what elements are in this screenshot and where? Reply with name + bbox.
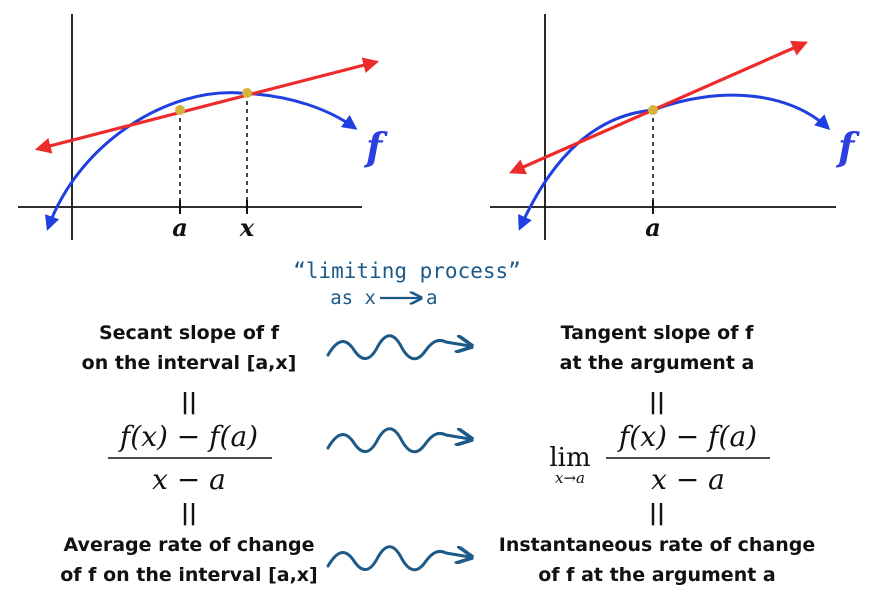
function-label: f: [363, 124, 388, 169]
equals-right-1: ||: [649, 390, 665, 415]
secant-graph: f a x: [18, 14, 388, 242]
as-x-label: as x: [330, 287, 376, 309]
tick-label-x: x: [239, 213, 255, 242]
instantaneous-rate-line1: Instantaneous rate of change: [499, 534, 816, 556]
limit-numerator: f(x) − f(a): [617, 420, 757, 453]
limit-operator: lim: [549, 443, 590, 473]
limit-denominator: x − a: [651, 463, 725, 496]
difference-quotient-denominator: x − a: [152, 463, 226, 496]
equals-right-2: ||: [649, 501, 665, 526]
function-label: f: [835, 124, 860, 169]
limit-subscript: x→a: [555, 469, 585, 487]
tangent-line: [509, 40, 808, 175]
to-a-label: a: [426, 287, 437, 309]
point-a: [648, 105, 658, 115]
limiting-process-label: “limiting process”: [293, 259, 521, 283]
point-a: [175, 105, 185, 115]
secant-line: [34, 57, 380, 154]
row-formulas: f(x) − f(a) x − a lim x→a f(x) − f(a) x …: [108, 420, 770, 496]
limiting-process-note: “limiting process” as x a: [293, 259, 521, 309]
tick-label-a: a: [645, 213, 661, 242]
point-x: [242, 88, 252, 98]
tangent-slope-line2: at the argument a: [560, 352, 755, 374]
squiggle-arrow: [326, 427, 470, 454]
row-rates: Average rate of change of f on the inter…: [60, 534, 815, 586]
average-rate-line2: of f on the interval [a,x]: [60, 564, 318, 586]
squiggle-arrow: [326, 334, 470, 361]
function-curve: [518, 93, 831, 231]
secant-slope-line2: on the interval [a,x]: [82, 352, 297, 374]
equals-left-1: ||: [181, 390, 197, 415]
secant-slope-line1: Secant slope of f: [99, 322, 280, 344]
instantaneous-rate-line2: of f at the argument a: [538, 564, 776, 586]
tangent-slope-line1: Tangent slope of f: [561, 322, 754, 344]
tick-label-a: a: [172, 213, 188, 242]
row-slopes: Secant slope of f on the interval [a,x] …: [82, 322, 755, 374]
average-rate-line1: Average rate of change: [64, 534, 315, 556]
equals-left-2: ||: [181, 501, 197, 526]
squiggle-arrow: [326, 545, 470, 572]
difference-quotient-numerator: f(x) − f(a): [118, 420, 258, 453]
tangent-graph: f a: [490, 14, 860, 242]
